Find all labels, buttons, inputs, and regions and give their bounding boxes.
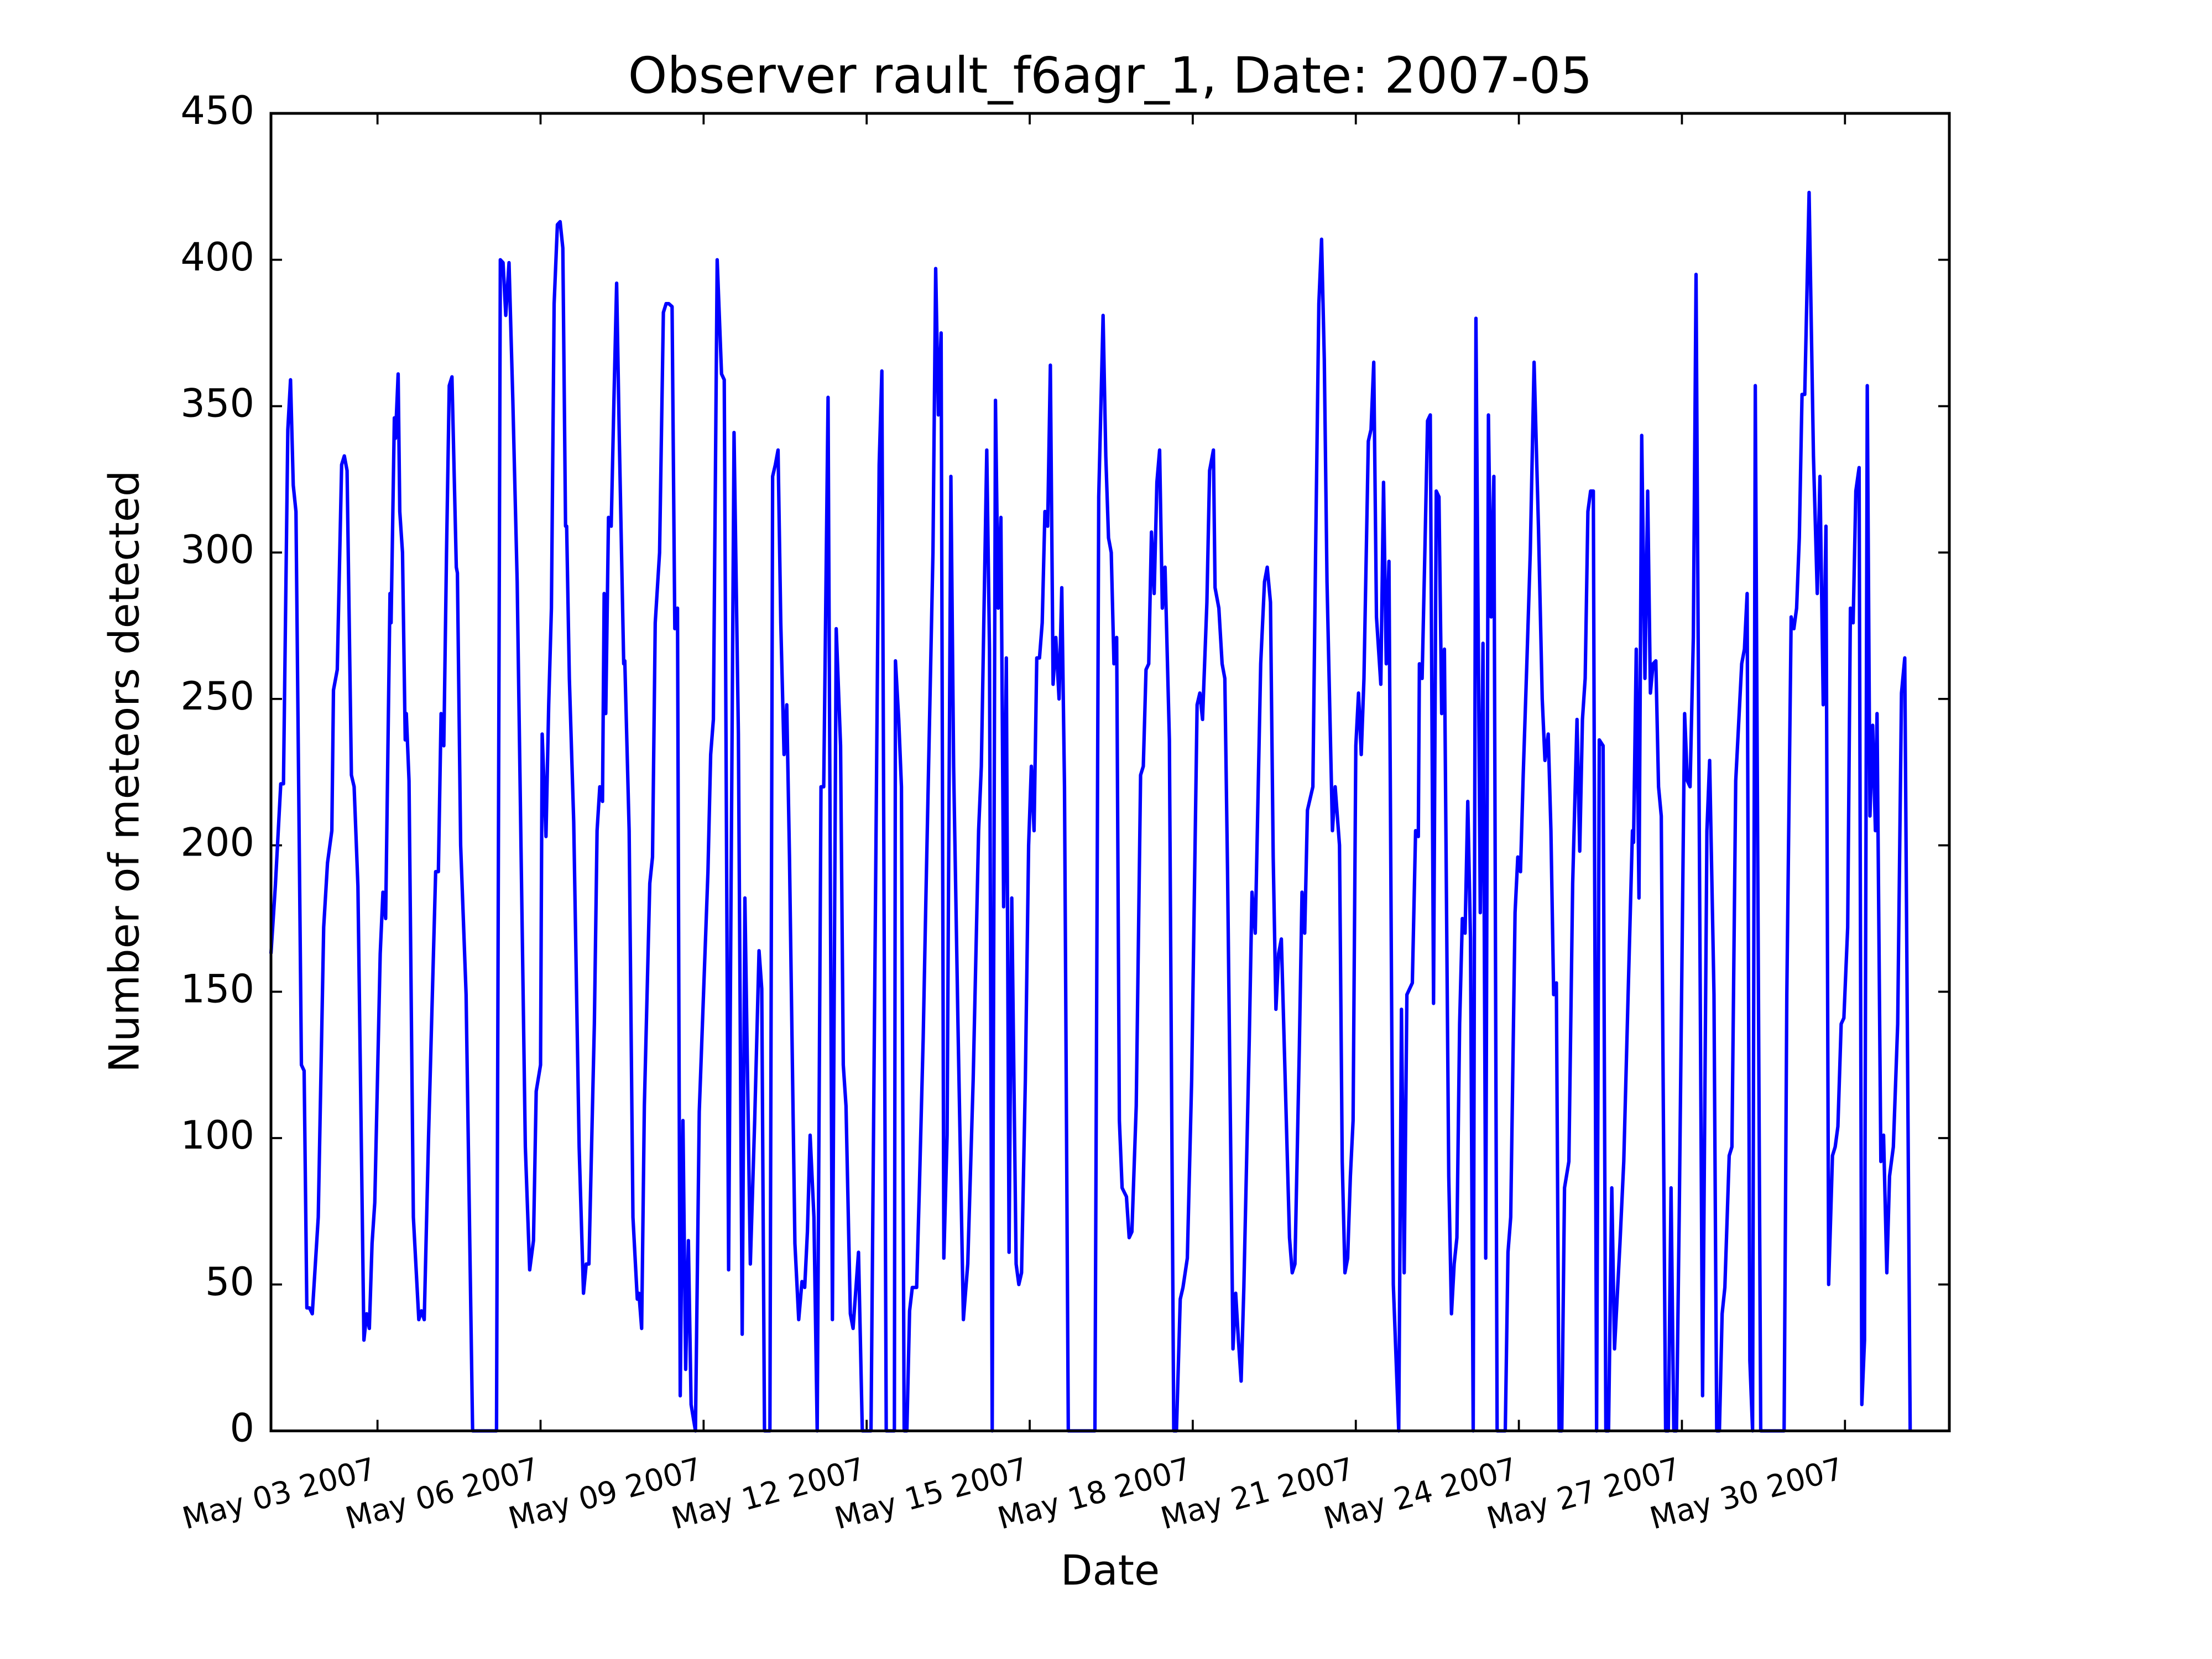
y-tick-label: 100 bbox=[180, 1113, 254, 1158]
y-tick-label: 200 bbox=[180, 820, 254, 865]
y-tick-label: 350 bbox=[180, 380, 254, 426]
x-axis-label: Date bbox=[1061, 1546, 1160, 1595]
y-tick-label: 400 bbox=[180, 234, 254, 280]
y-tick-label: 250 bbox=[180, 674, 254, 719]
y-axis-label: Number of meteors detected bbox=[100, 470, 149, 1072]
data-line bbox=[269, 190, 1912, 1433]
y-tick-label: 50 bbox=[205, 1259, 254, 1305]
y-tick-label: 450 bbox=[180, 88, 254, 133]
plot-frame bbox=[269, 112, 1951, 1432]
y-tick-label: 150 bbox=[180, 966, 254, 1011]
chart-title: Observer rault_f6agr_1, Date: 2007-05 bbox=[628, 46, 1593, 105]
y-tick-label: 300 bbox=[180, 527, 254, 572]
y-tick-label: 0 bbox=[229, 1406, 254, 1451]
